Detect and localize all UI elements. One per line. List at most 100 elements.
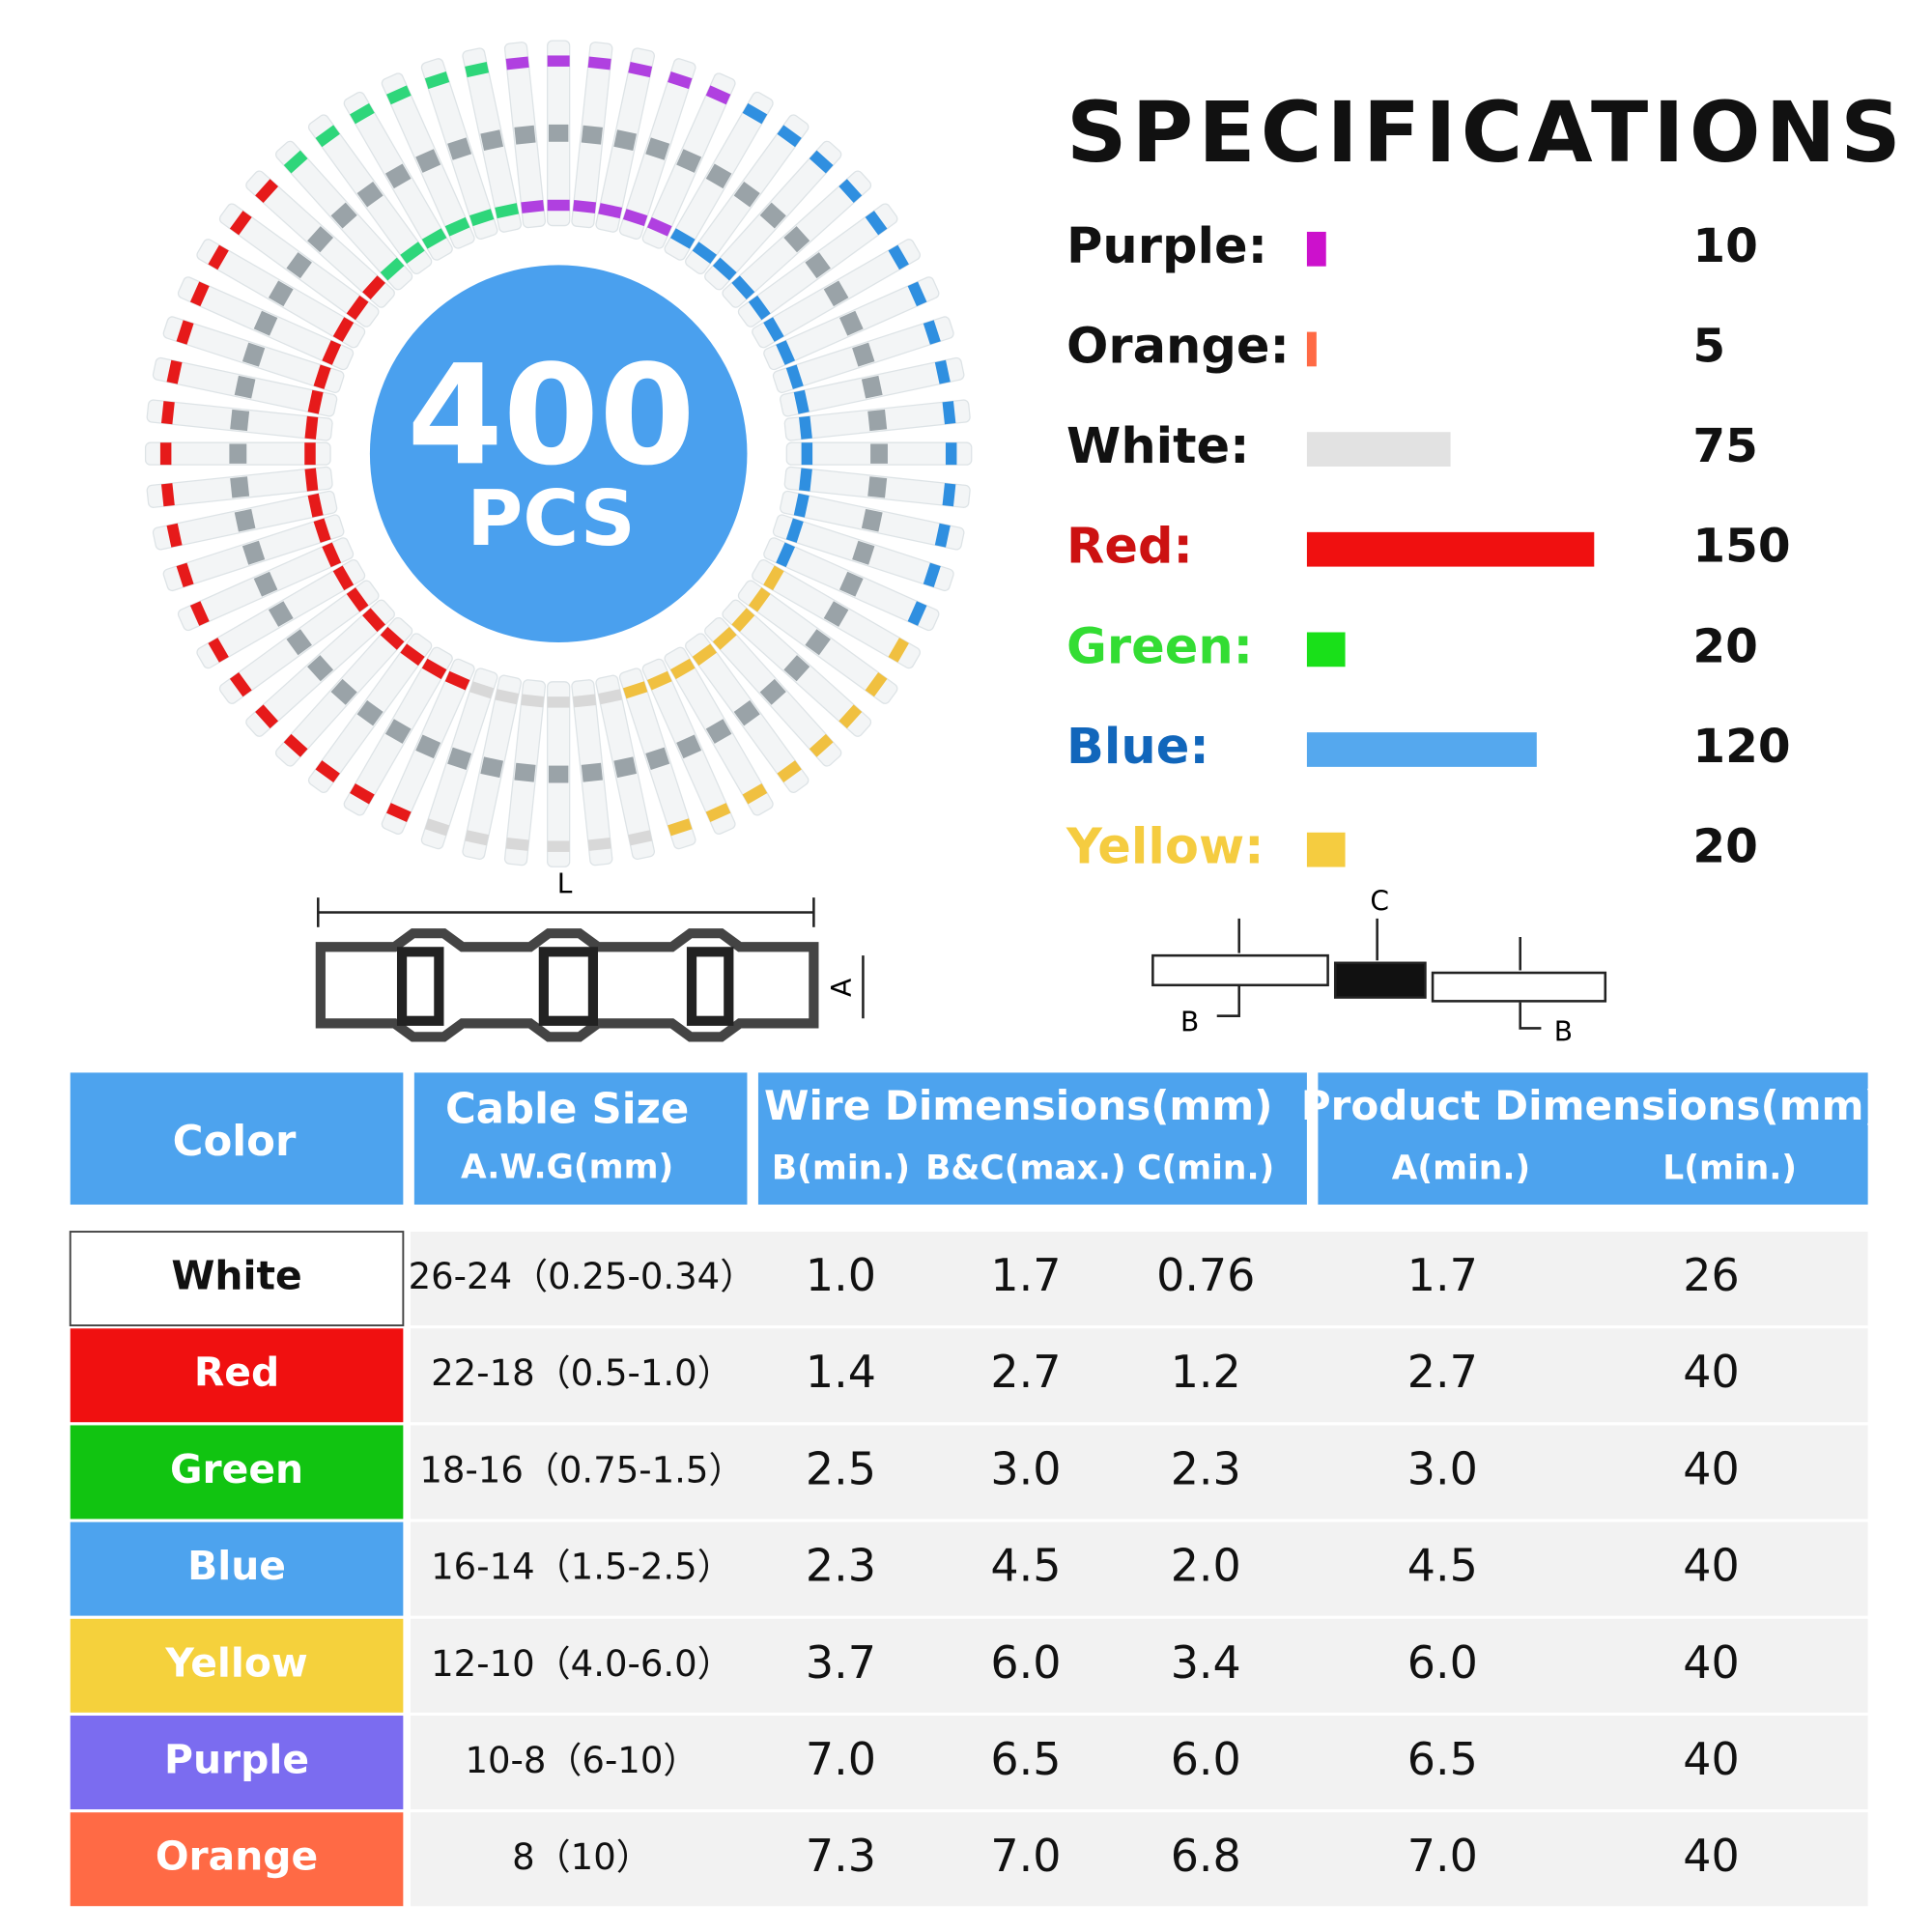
tube-band <box>793 389 810 414</box>
color-cell <box>70 1716 404 1810</box>
tube <box>571 42 613 229</box>
tube <box>343 91 453 261</box>
tube-band <box>313 518 331 543</box>
color-name: Green <box>170 1446 303 1492</box>
tube <box>307 633 433 793</box>
tube-band <box>386 85 412 105</box>
tube <box>685 114 810 275</box>
badge-unit: PCS <box>467 474 636 563</box>
tube-band <box>176 320 194 345</box>
spec-label: Green: <box>1066 618 1253 675</box>
tube-solder <box>783 655 810 682</box>
spec-label: Red: <box>1066 519 1193 576</box>
dimension: 40 <box>1683 1830 1739 1882</box>
tube-band <box>888 244 909 270</box>
label-b: B <box>1180 1006 1199 1037</box>
tube-band <box>923 320 941 345</box>
tube-band <box>362 275 386 299</box>
arrow <box>1216 986 1240 1017</box>
tube-band <box>189 601 210 626</box>
tube <box>641 72 736 249</box>
tube-band <box>444 216 470 237</box>
spec-list: Purple: 10 Orange: 5 White: 75 Red: 150 Green: 20… <box>1065 218 1791 876</box>
tube-solder <box>676 149 702 173</box>
spec-count: 75 <box>1692 419 1758 473</box>
spec-label: Yellow: <box>1065 819 1264 876</box>
tube-band <box>283 733 308 757</box>
tube-band <box>189 281 210 307</box>
dimension: 7.0 <box>990 1830 1061 1882</box>
header-awg: A.W.G(mm) <box>461 1148 673 1186</box>
tube-band <box>776 340 796 365</box>
tube-band <box>521 694 545 708</box>
tube-band <box>801 442 813 466</box>
tube <box>245 170 395 308</box>
tube-band <box>469 209 495 227</box>
tube-band <box>469 681 495 699</box>
tube <box>641 658 736 835</box>
tube-band <box>942 483 956 507</box>
tube-band <box>907 601 927 626</box>
tube <box>737 203 898 327</box>
tube-band <box>166 359 183 384</box>
tube-band <box>332 317 355 342</box>
dimension: 2.3 <box>1171 1442 1241 1494</box>
tube-solder <box>480 756 504 779</box>
spec-label: Orange: <box>1066 318 1290 375</box>
tube <box>737 580 898 704</box>
cable-size: 26-24（0.25-0.34） <box>409 1256 756 1297</box>
tube-band <box>424 818 450 837</box>
tube-solder <box>268 601 294 627</box>
dimension: 6.0 <box>1171 1733 1241 1785</box>
spec-bar <box>1306 331 1317 367</box>
tube <box>763 537 940 632</box>
dimension: 2.7 <box>990 1346 1061 1398</box>
dimension: 2.0 <box>1171 1540 1241 1592</box>
spec-count: 150 <box>1692 520 1790 574</box>
dimension: 40 <box>1683 1442 1739 1494</box>
tube-band <box>838 704 863 729</box>
tube-band <box>380 257 405 281</box>
color-name: Yellow <box>164 1639 307 1686</box>
tube-band <box>622 209 648 227</box>
tube <box>162 514 345 592</box>
tube-band <box>307 389 324 414</box>
solder-ring <box>686 947 734 1026</box>
tube-band <box>573 694 597 708</box>
tube-solder <box>861 508 883 532</box>
tube-solder <box>253 571 278 597</box>
tube-band <box>304 442 316 466</box>
cable-size: 12-10（4.0-6.0） <box>431 1643 733 1685</box>
dimension: 40 <box>1683 1540 1739 1592</box>
tube-solder <box>645 137 670 160</box>
tube-band <box>763 565 784 591</box>
spec-count: 10 <box>1692 219 1758 273</box>
row-background <box>411 1521 1868 1616</box>
label-a: A <box>826 979 858 997</box>
tube <box>783 399 971 441</box>
spec-label: Purple: <box>1066 218 1267 275</box>
tube <box>722 170 872 308</box>
label-l: L <box>557 867 573 899</box>
table-body: B(min.) B&C(max.) C(min.) A(min.) L(min.) Whi… <box>69 1150 1868 1907</box>
spec-count: 20 <box>1692 820 1758 874</box>
tube-band <box>315 125 340 148</box>
cable-size: 8（10） <box>512 1836 652 1878</box>
tube-band <box>785 364 804 389</box>
dimension: 40 <box>1683 1636 1739 1689</box>
tube-band <box>304 468 319 492</box>
tube-band <box>283 150 308 174</box>
subheader: C(min.) <box>1137 1150 1274 1188</box>
tube-band <box>934 523 951 548</box>
tube-band <box>712 257 737 281</box>
tube <box>218 203 380 327</box>
tube-band <box>923 562 941 588</box>
tube-solder <box>480 129 504 151</box>
tube-solder <box>733 699 760 726</box>
tube-band <box>547 696 570 708</box>
dimension: 26 <box>1683 1249 1739 1301</box>
tube-band <box>346 587 369 612</box>
tube-solder <box>805 252 831 279</box>
tube-solder <box>242 342 266 367</box>
